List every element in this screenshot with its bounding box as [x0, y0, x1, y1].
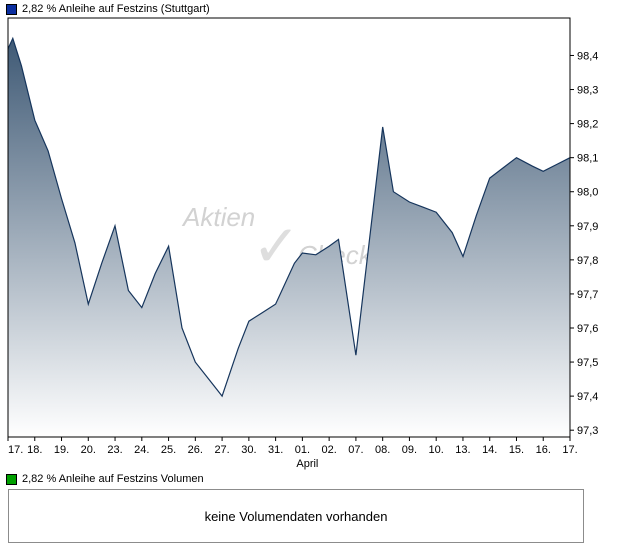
svg-text:98,0: 98,0 — [577, 187, 598, 199]
svg-text:27.: 27. — [214, 444, 229, 456]
svg-text:08.: 08. — [375, 444, 390, 456]
svg-text:Aktien: Aktien — [181, 202, 255, 232]
svg-text:20.: 20. — [81, 444, 96, 456]
volume-legend-swatch — [6, 473, 17, 485]
svg-text:97,6: 97,6 — [577, 323, 598, 335]
volume-panel-message: keine Volumendaten vorhanden — [204, 508, 388, 524]
svg-text:24.: 24. — [134, 444, 149, 456]
svg-text:16.: 16. — [536, 444, 551, 456]
price-legend-label: 2,82 % Anleihe auf Festzins (Stuttgart) — [22, 3, 210, 15]
volume-legend: 2,82 % Anleihe auf Festzins Volumen — [6, 473, 204, 485]
svg-text:31.: 31. — [268, 444, 283, 456]
svg-text:17.: 17. — [562, 444, 577, 456]
svg-text:98,1: 98,1 — [577, 153, 598, 165]
svg-text:23.: 23. — [107, 444, 122, 456]
svg-text:97,9: 97,9 — [577, 221, 598, 233]
price-legend-swatch — [6, 3, 17, 15]
svg-text:98,4: 98,4 — [577, 50, 598, 62]
svg-text:13.: 13. — [455, 444, 470, 456]
svg-text:17.: 17. — [8, 444, 23, 456]
svg-text:26.: 26. — [188, 444, 203, 456]
svg-text:97,3: 97,3 — [577, 425, 598, 437]
svg-text:01.: 01. — [295, 444, 310, 456]
svg-text:09.: 09. — [402, 444, 417, 456]
volume-legend-label: 2,82 % Anleihe auf Festzins Volumen — [22, 473, 204, 485]
price-chart: Aktien✓Check97,397,497,597,697,797,897,9… — [7, 17, 598, 470]
svg-text:07.: 07. — [348, 444, 363, 456]
svg-text:30.: 30. — [241, 444, 256, 456]
svg-text:14.: 14. — [482, 444, 497, 456]
svg-text:15.: 15. — [509, 444, 524, 456]
svg-text:18.: 18. — [27, 444, 42, 456]
svg-text:98,3: 98,3 — [577, 85, 598, 97]
svg-text:19.: 19. — [54, 444, 69, 456]
price-legend: 2,82 % Anleihe auf Festzins (Stuttgart) — [6, 3, 210, 15]
svg-text:97,7: 97,7 — [577, 289, 598, 301]
svg-text:25.: 25. — [161, 444, 176, 456]
volume-panel: keine Volumendaten vorhanden — [8, 489, 584, 543]
svg-text:98,2: 98,2 — [577, 119, 598, 131]
svg-text:April: April — [296, 458, 318, 470]
svg-text:10.: 10. — [429, 444, 444, 456]
svg-text:97,5: 97,5 — [577, 357, 598, 369]
svg-text:02.: 02. — [321, 444, 336, 456]
svg-text:97,4: 97,4 — [577, 391, 598, 403]
svg-text:97,8: 97,8 — [577, 255, 598, 267]
